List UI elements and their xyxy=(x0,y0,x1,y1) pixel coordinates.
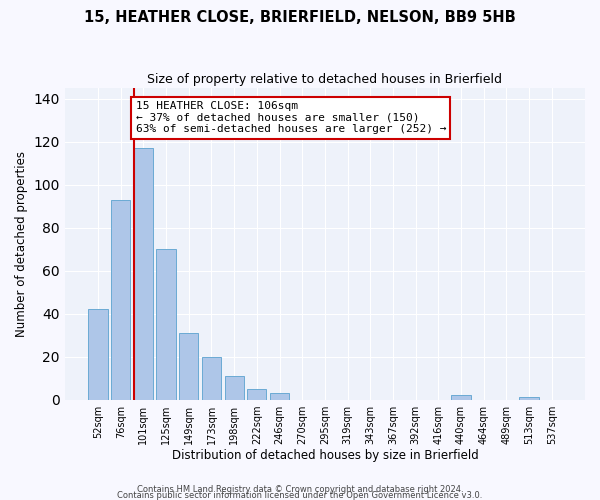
Bar xyxy=(179,333,199,400)
Bar xyxy=(224,376,244,400)
Text: 15, HEATHER CLOSE, BRIERFIELD, NELSON, BB9 5HB: 15, HEATHER CLOSE, BRIERFIELD, NELSON, B… xyxy=(84,10,516,25)
Bar xyxy=(202,356,221,400)
Bar xyxy=(520,398,539,400)
Text: Contains public sector information licensed under the Open Government Licence v3: Contains public sector information licen… xyxy=(118,490,482,500)
Bar xyxy=(270,393,289,400)
Y-axis label: Number of detached properties: Number of detached properties xyxy=(15,151,28,337)
Text: Contains HM Land Registry data © Crown copyright and database right 2024.: Contains HM Land Registry data © Crown c… xyxy=(137,484,463,494)
Bar xyxy=(111,200,130,400)
Bar xyxy=(88,310,108,400)
Text: 15 HEATHER CLOSE: 106sqm
← 37% of detached houses are smaller (150)
63% of semi-: 15 HEATHER CLOSE: 106sqm ← 37% of detach… xyxy=(136,101,446,134)
Bar xyxy=(134,148,153,400)
Bar xyxy=(247,389,266,400)
X-axis label: Distribution of detached houses by size in Brierfield: Distribution of detached houses by size … xyxy=(172,450,478,462)
Bar xyxy=(157,249,176,400)
Bar xyxy=(451,396,470,400)
Title: Size of property relative to detached houses in Brierfield: Size of property relative to detached ho… xyxy=(148,72,502,86)
